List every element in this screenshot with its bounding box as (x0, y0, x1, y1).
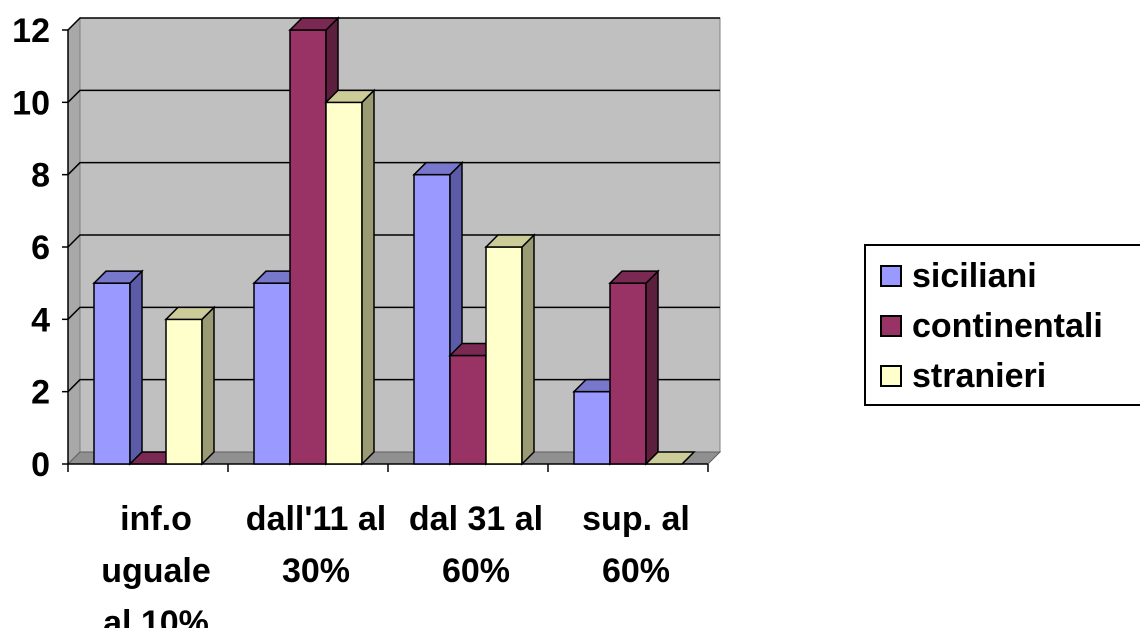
legend-label-continentali: continentali (912, 306, 1103, 345)
bar-siciliani-3-front (573, 390, 611, 465)
bar-siciliani-0-top (92, 270, 144, 284)
bar-stranieri-1-side (361, 88, 375, 466)
legend-swatch-siciliani (880, 265, 902, 287)
legend-label-siciliani: siciliani (912, 256, 1037, 295)
legend-item-continentali: continentali (880, 306, 1103, 346)
x-category-label: dal 31 al 60% (409, 500, 543, 590)
bar-continentali-1-top (288, 17, 340, 31)
x-category-label: sup. al 60% (582, 500, 690, 590)
y-tick-label: 10 (12, 84, 50, 122)
y-tick-label: 4 (31, 301, 50, 339)
bar-stranieri-2-front (485, 246, 523, 465)
bar-continentali-3-side (645, 269, 659, 466)
bar-continentali-3-front (609, 282, 647, 465)
bar-stranieri-0-top (164, 306, 216, 321)
bar-continentali-1-front (289, 29, 327, 465)
gridline (67, 161, 720, 176)
y-tick-label: 6 (31, 229, 50, 267)
gridline (67, 89, 720, 103)
legend-swatch-stranieri (880, 365, 902, 387)
bar-stranieri-3-top (644, 451, 696, 465)
bar-siciliani-1-front (253, 282, 291, 465)
x-category-label: dall'11 al 30% (246, 500, 386, 590)
y-tick-label: 0 (31, 446, 50, 484)
bar-continentali-2-front (449, 354, 487, 465)
bar-stranieri-0-front (165, 318, 203, 465)
legend-label-stranieri: stranieri (912, 356, 1047, 395)
bar-siciliani-0-side (129, 269, 143, 466)
bar-siciliani-2-front (413, 173, 451, 465)
legend-swatch-continentali (880, 315, 902, 337)
bar-continentali-3-top (608, 270, 660, 284)
bar-siciliani-2-top (412, 161, 464, 176)
legend-item-siciliani: siciliani (880, 256, 1037, 296)
legend-item-stranieri: stranieri (880, 356, 1046, 396)
y-tick-label: 2 (31, 374, 50, 412)
x-category-label: inf.o uguale al 10% (101, 500, 211, 628)
y-tick-label: 8 (31, 157, 50, 195)
legend: siciliani continentali stranieri (864, 244, 1140, 406)
bar-stranieri-1-front (325, 101, 363, 465)
bar-stranieri-2-side (521, 233, 535, 466)
y-tick-label: 12 (12, 12, 50, 50)
bar-stranieri-1-top (324, 89, 376, 104)
bar-siciliani-0-front (93, 282, 131, 465)
bar-stranieri-0-side (201, 305, 215, 466)
gridline (67, 17, 720, 31)
bar-stranieri-2-top (484, 234, 536, 248)
